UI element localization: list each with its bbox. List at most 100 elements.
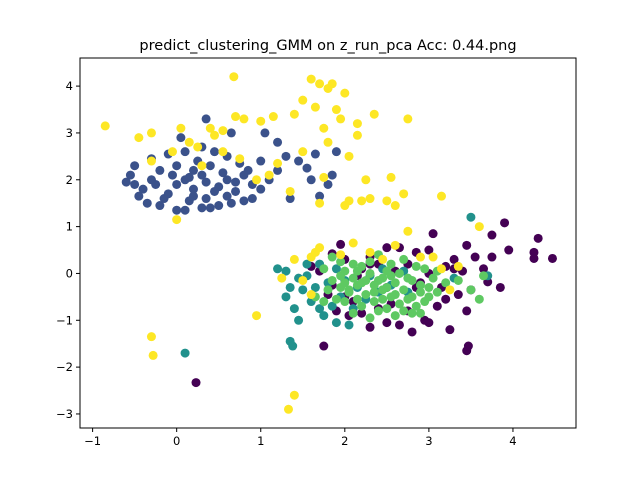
- data-point: [479, 271, 489, 281]
- data-point: [394, 299, 404, 309]
- data-point: [180, 205, 190, 215]
- data-point: [331, 264, 341, 274]
- data-point: [231, 186, 241, 196]
- data-point: [176, 133, 186, 143]
- data-point: [487, 252, 497, 262]
- data-point: [151, 179, 161, 189]
- data-point: [432, 301, 442, 311]
- data-point: [289, 304, 299, 314]
- data-point: [441, 294, 451, 304]
- data-point: [294, 156, 304, 166]
- data-point: [205, 161, 215, 171]
- data-point: [361, 175, 371, 185]
- data-point: [167, 147, 177, 157]
- data-point: [235, 154, 245, 164]
- data-point: [436, 191, 446, 201]
- data-point: [357, 301, 367, 311]
- data-point: [193, 142, 203, 152]
- data-point: [252, 175, 262, 185]
- data-point: [298, 147, 308, 157]
- data-point: [134, 191, 144, 201]
- data-point: [378, 285, 388, 295]
- data-point: [449, 254, 459, 264]
- data-point: [432, 287, 442, 297]
- data-point: [462, 306, 472, 316]
- data-point: [369, 109, 379, 119]
- data-point: [344, 320, 354, 330]
- data-point: [399, 306, 409, 316]
- data-point: [210, 130, 220, 140]
- data-point: [130, 179, 140, 189]
- data-point: [323, 285, 333, 295]
- data-point: [218, 168, 228, 178]
- data-point: [479, 264, 489, 274]
- data-point: [344, 151, 354, 161]
- data-point: [407, 308, 417, 318]
- data-point: [315, 198, 325, 208]
- data-point: [369, 287, 379, 297]
- data-point: [239, 170, 249, 180]
- data-point: [146, 332, 156, 342]
- data-point: [453, 261, 463, 271]
- x-tick-label: −1: [84, 434, 101, 448]
- data-point: [222, 175, 232, 185]
- data-point: [148, 350, 158, 360]
- data-point: [197, 170, 207, 180]
- data-point: [184, 172, 194, 182]
- data-point: [331, 147, 341, 157]
- data-point: [462, 240, 472, 250]
- data-point: [268, 112, 278, 122]
- data-point: [289, 254, 299, 264]
- data-point: [205, 203, 215, 213]
- data-point: [369, 280, 379, 290]
- data-point: [348, 273, 358, 283]
- data-point: [399, 254, 409, 264]
- cluster-4-points: [100, 72, 484, 414]
- x-tick-label: 1: [257, 434, 264, 448]
- data-point: [340, 297, 350, 307]
- data-point: [298, 275, 308, 285]
- data-point: [445, 325, 455, 335]
- data-point: [411, 301, 421, 311]
- data-point: [365, 194, 375, 204]
- data-point: [319, 297, 329, 307]
- data-point: [315, 79, 325, 89]
- data-point: [176, 123, 186, 133]
- x-tick-label: 2: [341, 434, 348, 448]
- data-point: [310, 282, 320, 292]
- y-tick-label: 4: [66, 79, 73, 93]
- data-point: [273, 137, 283, 147]
- data-point: [382, 196, 392, 206]
- data-point: [382, 266, 392, 276]
- data-point: [226, 128, 236, 138]
- data-point: [352, 119, 362, 129]
- data-point: [466, 285, 476, 295]
- data-point: [352, 294, 362, 304]
- data-point: [382, 304, 392, 314]
- data-point: [331, 294, 341, 304]
- data-point: [348, 259, 358, 269]
- data-point: [415, 308, 425, 318]
- data-point: [260, 128, 270, 138]
- data-point: [466, 212, 476, 222]
- data-point: [348, 308, 358, 318]
- data-point: [172, 179, 182, 189]
- data-point: [239, 114, 249, 124]
- data-point: [348, 238, 358, 248]
- data-point: [281, 151, 291, 161]
- data-point: [281, 266, 291, 276]
- data-point: [390, 240, 400, 250]
- data-point: [399, 189, 409, 199]
- data-point: [327, 301, 337, 311]
- data-point: [403, 294, 413, 304]
- plot-frame: [79, 57, 577, 429]
- data-point: [365, 268, 375, 278]
- data-point: [285, 194, 295, 204]
- data-point: [201, 114, 211, 124]
- data-point: [288, 341, 298, 351]
- data-point: [319, 264, 329, 274]
- data-point: [500, 218, 510, 228]
- data-point: [365, 322, 375, 332]
- data-point: [197, 203, 207, 213]
- data-point: [273, 158, 283, 168]
